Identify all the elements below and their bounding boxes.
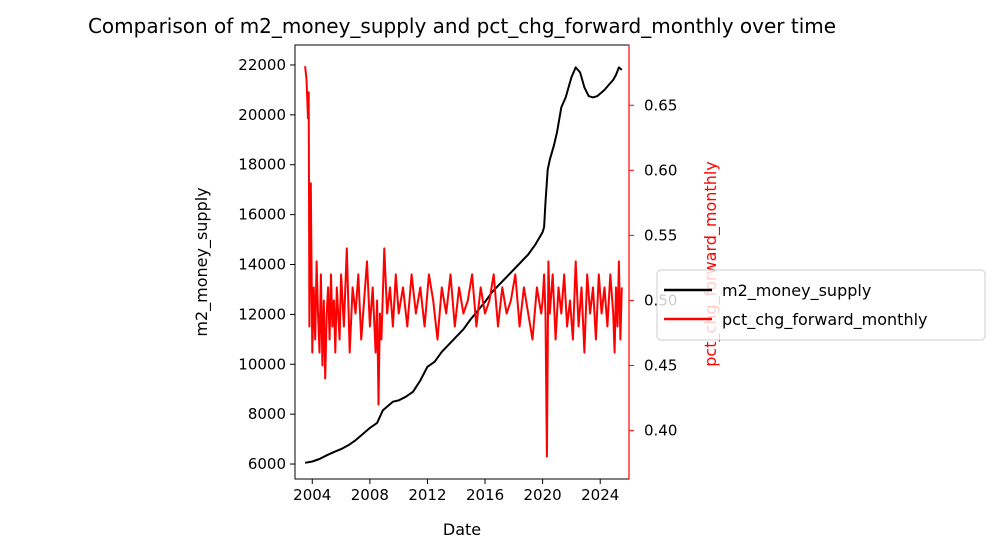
x-tick-label: 2024 xyxy=(581,486,619,504)
y-left-tick-label: 8000 xyxy=(248,405,286,423)
y-left-tick-label: 16000 xyxy=(238,206,286,224)
y-left-tick-label: 10000 xyxy=(238,355,286,373)
y-left-tick-label: 18000 xyxy=(238,156,286,174)
y-left-tick-label: 12000 xyxy=(238,305,286,323)
y-right-axis-ticks: 0.400.450.500.550.600.65 xyxy=(629,96,677,440)
series-layer xyxy=(304,66,623,464)
y-right-tick-label: 0.60 xyxy=(644,161,677,179)
x-axis-label: Date xyxy=(443,520,481,539)
series-line-m2-money-supply xyxy=(304,66,623,464)
legend-box xyxy=(656,269,986,341)
y-right-tick-label: 0.45 xyxy=(644,357,677,375)
y-right-tick-label: 0.40 xyxy=(644,422,677,440)
y-left-axis-label: m2_money_supply xyxy=(192,187,212,336)
series-line-pct-chg-forward-monthly xyxy=(304,66,623,458)
chart-title: Comparison of m2_money_supply and pct_ch… xyxy=(88,14,836,38)
legend-label-pct: pct_chg_forward_monthly xyxy=(722,310,928,330)
y-left-tick-label: 22000 xyxy=(238,56,286,74)
plot-frame xyxy=(294,44,630,480)
y-left-tick-label: 6000 xyxy=(248,455,286,473)
y-right-tick-label: 0.55 xyxy=(644,226,677,244)
legend-label-m2: m2_money_supply xyxy=(722,281,871,301)
y-left-tick-label: 14000 xyxy=(238,255,286,273)
y-right-tick-label: 0.65 xyxy=(644,96,677,114)
x-tick-label: 2016 xyxy=(466,486,504,504)
y-left-tick-label: 20000 xyxy=(238,106,286,124)
x-axis-ticks: 2004 2008 2012 2016 2020 2024 xyxy=(293,479,619,504)
legend: m2_money_supply pct_chg_forward_monthly xyxy=(656,269,986,341)
x-tick-label: 2008 xyxy=(351,486,389,504)
x-tick-label: 2012 xyxy=(408,486,446,504)
x-tick-label: 2004 xyxy=(293,486,331,504)
x-tick-label: 2020 xyxy=(524,486,562,504)
y-left-axis-ticks: 6000 8000 10000 12000 14000 16000 18000 20000 22… xyxy=(238,56,295,473)
